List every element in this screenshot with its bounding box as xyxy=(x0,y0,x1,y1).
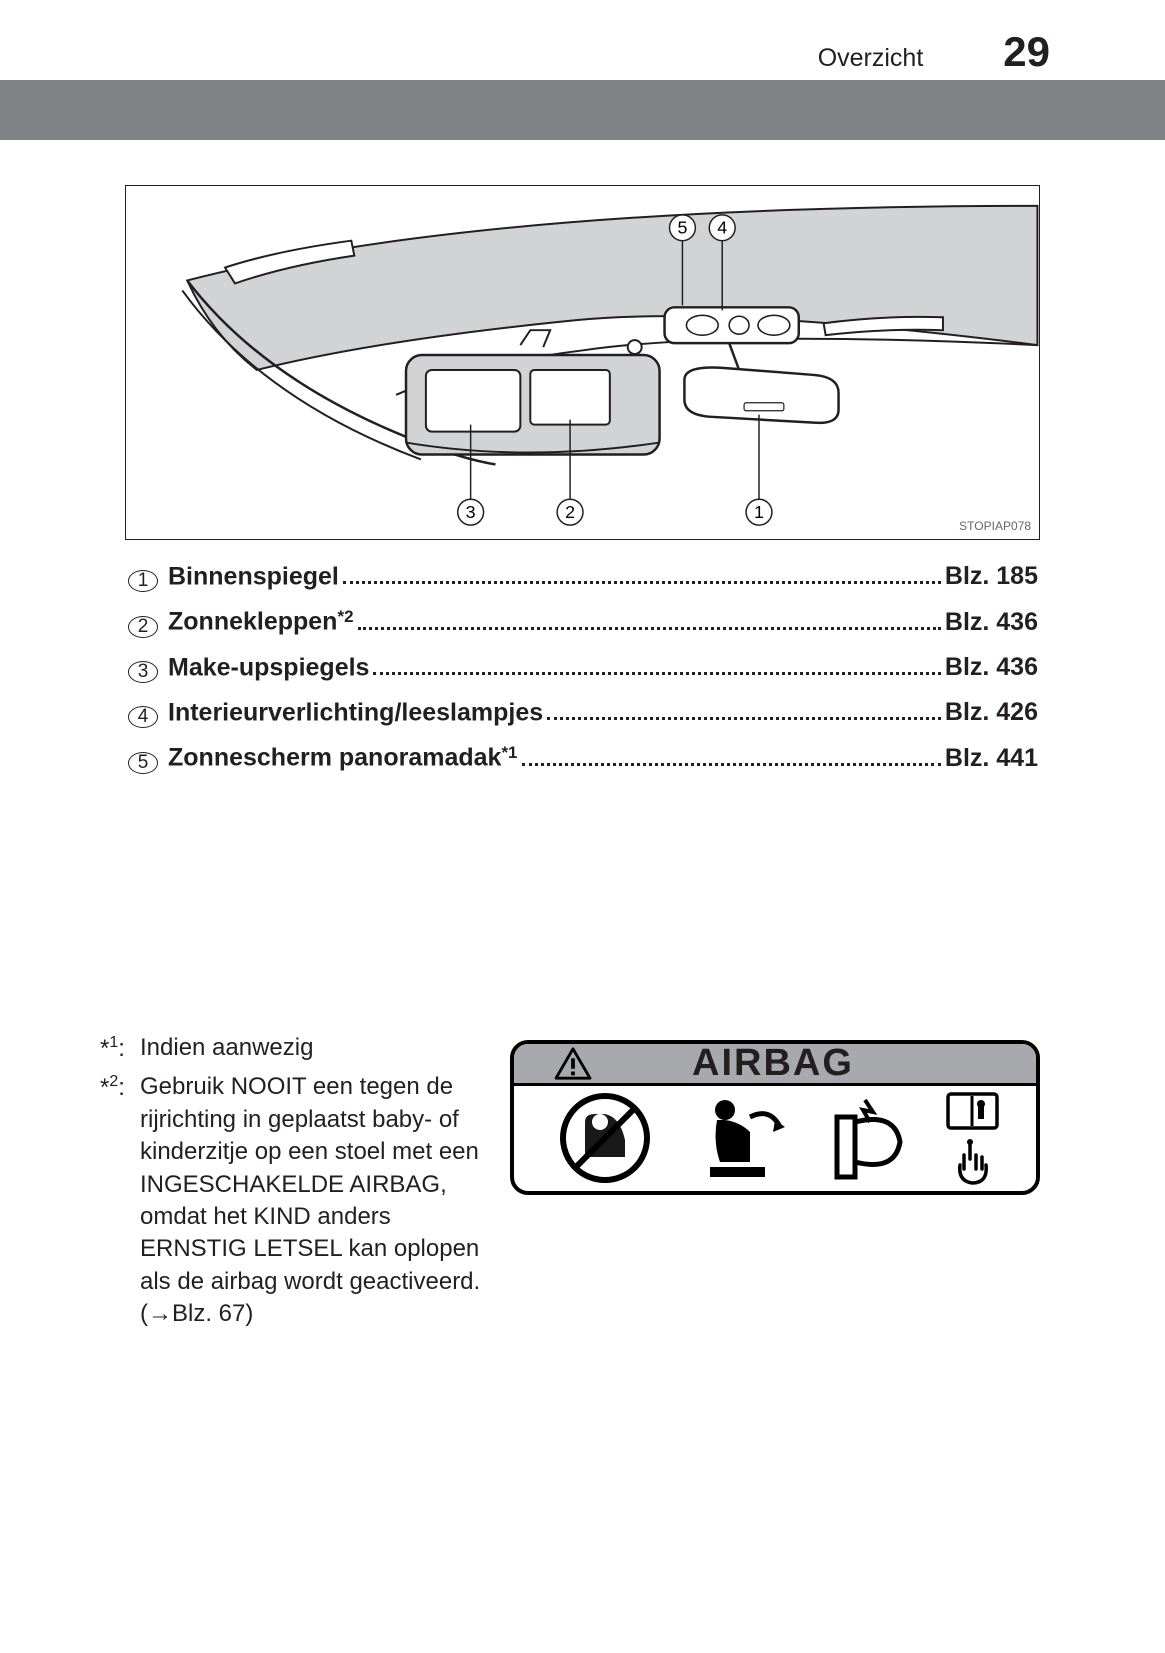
footnote-text: Indien aanwezig xyxy=(140,1032,498,1065)
page-number: 29 xyxy=(1003,28,1050,76)
airbag-body xyxy=(514,1086,1036,1189)
item-page-ref: Blz. 426 xyxy=(945,698,1038,727)
callout-1: 1 xyxy=(754,502,764,522)
footnote-mark: *1: xyxy=(100,1032,140,1065)
item-number: 1 xyxy=(128,570,158,592)
item-label: Binnenspiegel xyxy=(168,560,339,591)
header-gray-bar xyxy=(0,80,1165,140)
pointing-hand-icon xyxy=(950,1137,995,1185)
footnote: *1: Indien aanwezig xyxy=(100,1032,498,1065)
leader-dots xyxy=(358,627,941,630)
item-label: Interieurverlichting/leeslampjes xyxy=(168,696,543,727)
list-item: 4 Interieurverlichting/leeslampjes Blz. … xyxy=(128,696,1038,727)
leader-dots xyxy=(522,763,941,766)
interior-roof-illustration: 5 4 3 2 1 xyxy=(126,186,1039,539)
airbag-warning-panel: AIRBAG xyxy=(510,1040,1040,1195)
callout-4: 4 xyxy=(717,218,727,238)
footnote: *2: Gebruik NOOIT een tegen de rijrichti… xyxy=(100,1071,498,1330)
leader-dots xyxy=(547,717,941,720)
airbag-header: AIRBAG xyxy=(514,1044,1036,1086)
item-label: Zonnescherm panoramadak*1 xyxy=(168,741,518,772)
item-number: 3 xyxy=(128,661,158,683)
list-item: 5 Zonnescherm panoramadak*1 Blz. 441 xyxy=(128,741,1038,772)
callout-2: 2 xyxy=(565,502,575,522)
prohibit-rear-facing-icon xyxy=(550,1092,660,1184)
figure-code: STOPIAP078 xyxy=(959,519,1031,533)
item-number: 2 xyxy=(128,616,158,638)
footnote-text: Gebruik NOOIT een tegen de rijrichting i… xyxy=(140,1071,498,1330)
footnote-mark: *2: xyxy=(100,1071,140,1330)
item-label: Make-upspiegels xyxy=(168,651,369,682)
warning-triangle-icon xyxy=(554,1047,592,1081)
callout-3: 3 xyxy=(466,502,476,522)
list-item: 2 Zonnekleppen*2 Blz. 436 xyxy=(128,605,1038,636)
item-label: Zonnekleppen*2 xyxy=(168,605,354,636)
page-header: Overzicht 29 xyxy=(0,28,1165,76)
list-item: 1 Binnenspiegel Blz. 185 xyxy=(128,560,1038,591)
figure-diagram: 5 4 3 2 1 STOPIAP078 xyxy=(125,185,1040,540)
airbag-deploy-icon xyxy=(825,1092,910,1184)
section-title: Overzicht xyxy=(818,44,924,73)
item-page-ref: Blz. 441 xyxy=(945,744,1038,773)
items-list: 1 Binnenspiegel Blz. 185 2 Zonnekleppen*… xyxy=(128,560,1038,787)
item-page-ref: Blz. 185 xyxy=(945,562,1038,591)
footnotes: *1: Indien aanwezig *2: Gebruik NOOIT ee… xyxy=(100,1032,498,1337)
leader-dots xyxy=(343,581,941,584)
item-page-ref: Blz. 436 xyxy=(945,653,1038,682)
callout-5: 5 xyxy=(677,218,687,238)
item-number: 4 xyxy=(128,706,158,728)
airbag-title: AIRBAG xyxy=(692,1042,854,1085)
manual-book-icon xyxy=(945,1091,1000,1131)
manual-icons-column xyxy=(945,1091,1000,1185)
item-number: 5 xyxy=(128,752,158,774)
list-item: 3 Make-upspiegels Blz. 436 xyxy=(128,651,1038,682)
leader-dots xyxy=(373,672,940,675)
child-seat-icon xyxy=(695,1092,790,1184)
item-page-ref: Blz. 436 xyxy=(945,608,1038,637)
